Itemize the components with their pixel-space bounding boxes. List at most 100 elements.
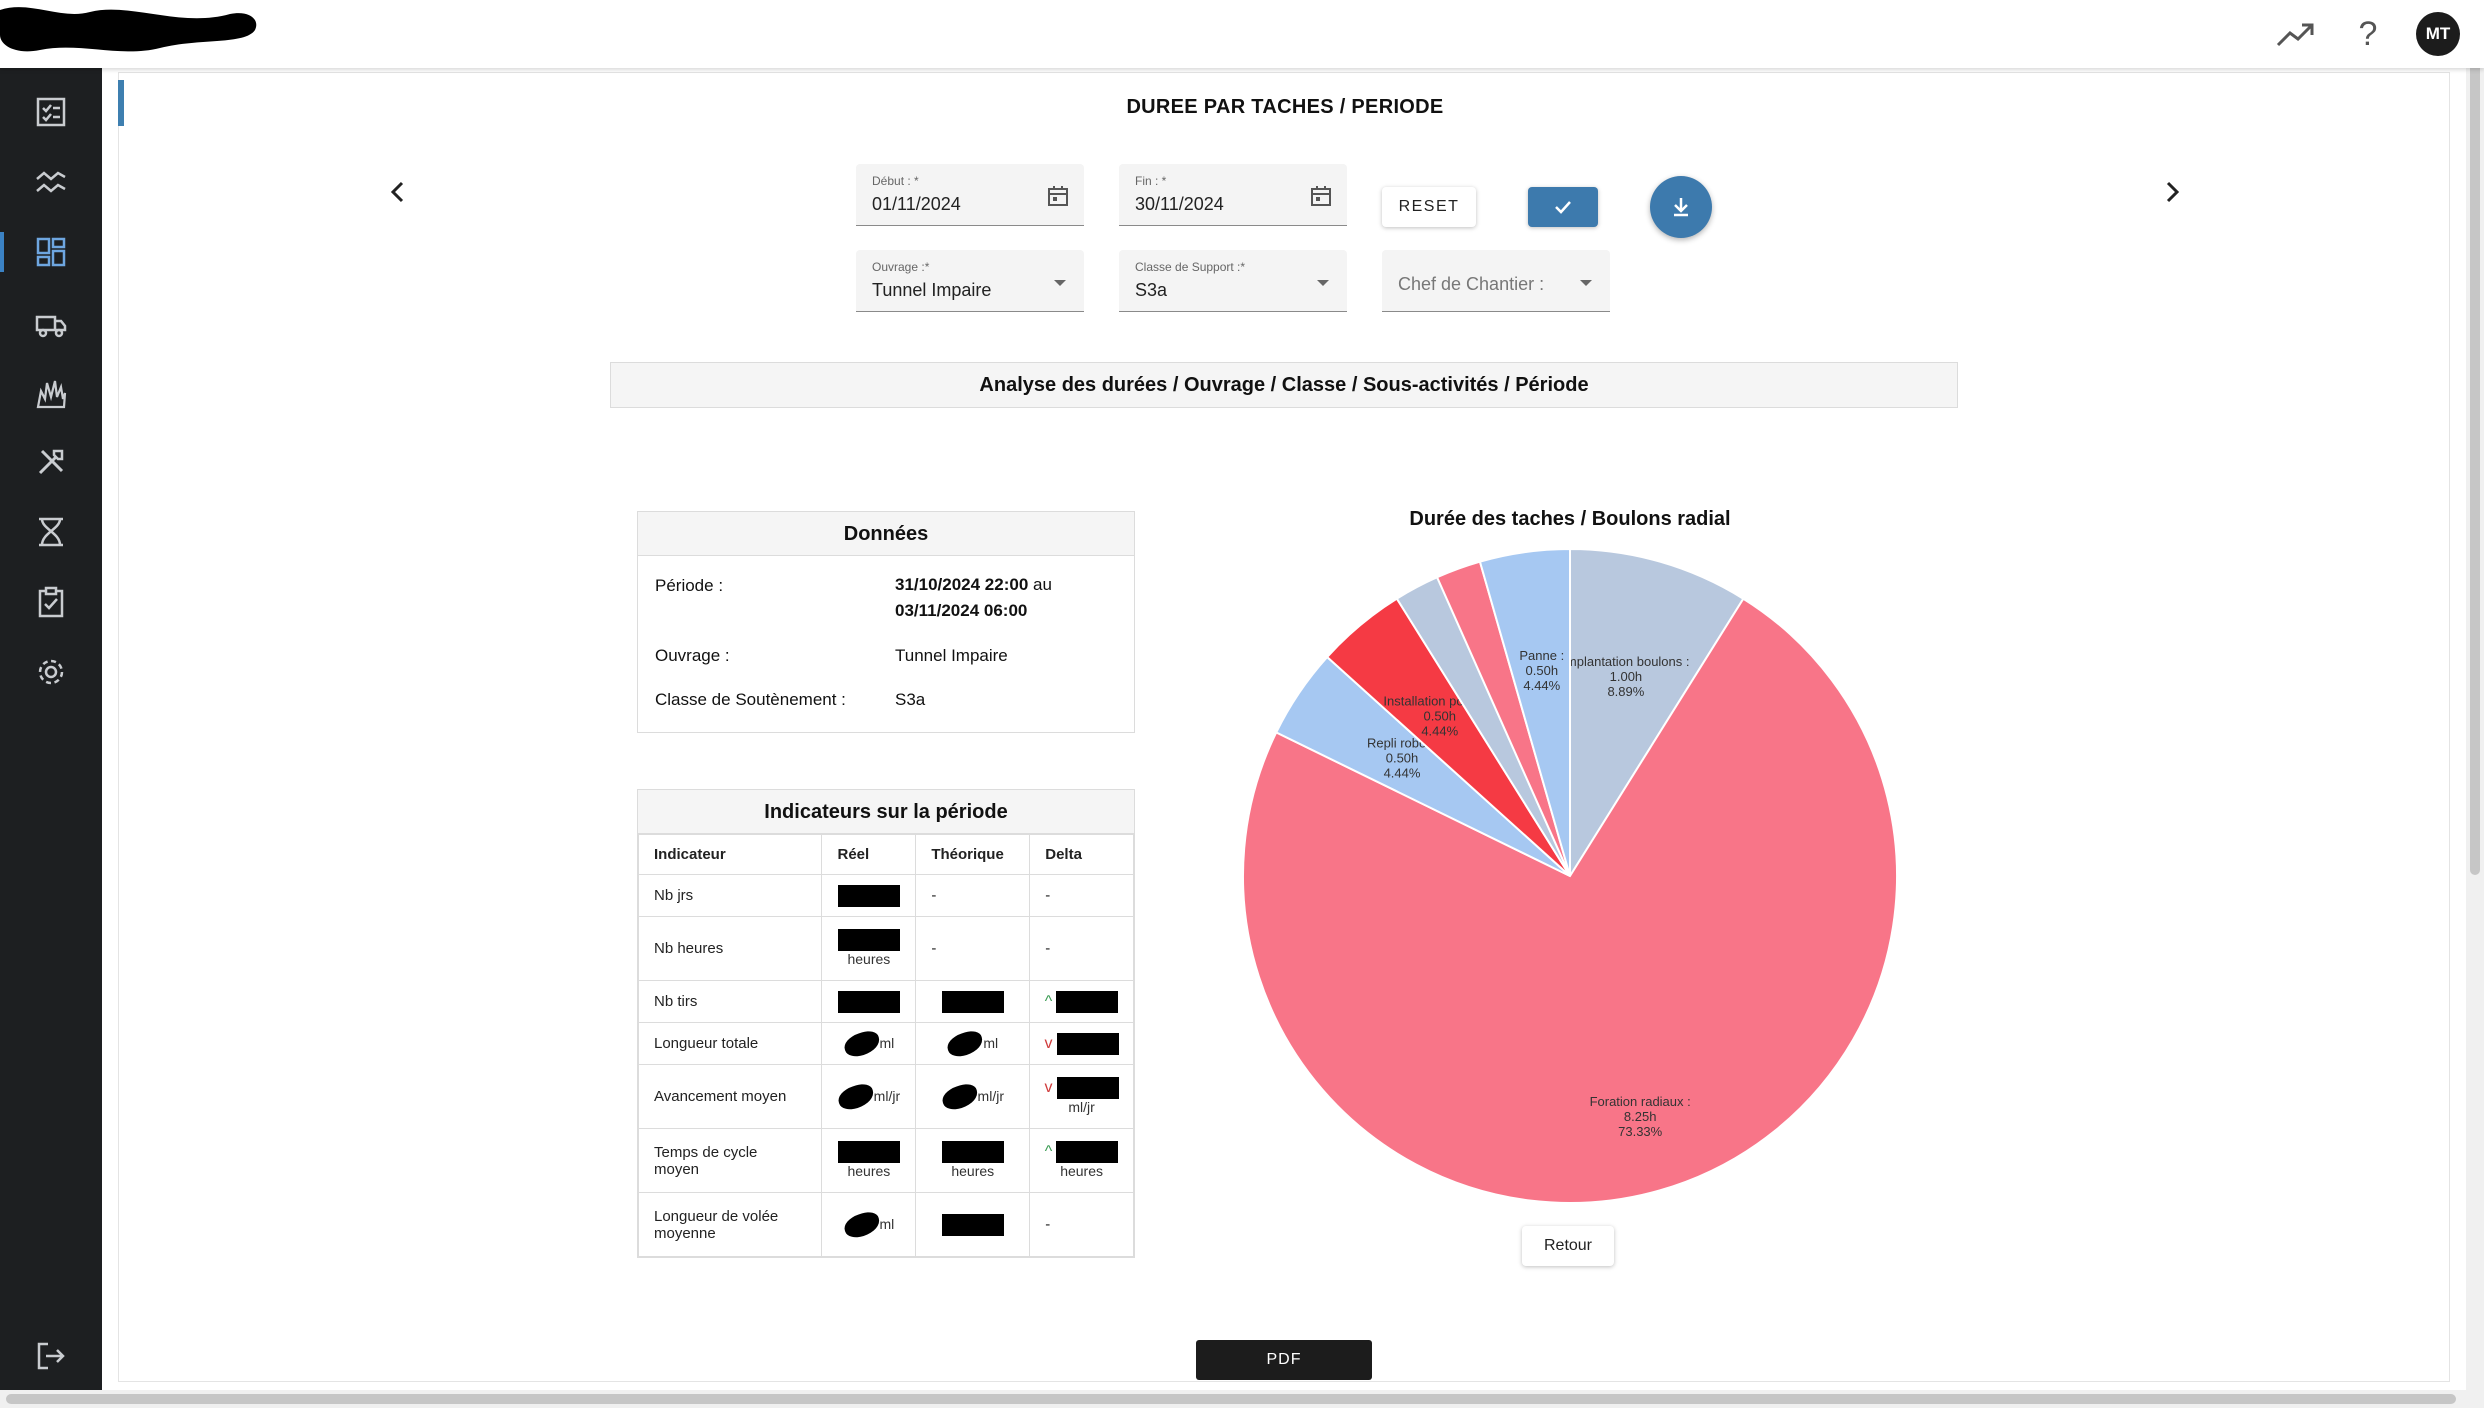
chef-placeholder: Chef de Chantier : xyxy=(1398,274,1545,294)
ouvrage-label: Ouvrage :* xyxy=(872,260,930,274)
reel-cell xyxy=(821,874,917,917)
redacted-value xyxy=(837,929,900,951)
unit-label: heures xyxy=(847,951,891,967)
sidebar-item-machines[interactable] xyxy=(0,296,102,352)
classe-label: Classe de Soutènement : xyxy=(655,690,846,709)
apply-button[interactable] xyxy=(1528,187,1598,227)
panel-accent xyxy=(118,80,124,126)
theo-cell: ml/jr xyxy=(915,1064,1031,1129)
help-icon[interactable]: ? xyxy=(2358,14,2378,53)
pie-slice-label: 4.44% xyxy=(1384,765,1421,780)
periode-au: au xyxy=(1033,575,1052,594)
vertical-scroll-thumb[interactable] xyxy=(2470,20,2480,875)
reset-button[interactable]: RESET xyxy=(1382,187,1476,227)
periode-start: 31/10/2024 22:00 xyxy=(895,575,1029,594)
redacted-value xyxy=(1056,990,1119,1013)
redacted-value xyxy=(837,884,900,907)
ouvrage-value: Tunnel Impaire xyxy=(872,280,992,300)
next-arrow-button[interactable] xyxy=(2152,172,2192,212)
unit-label: ml/jr xyxy=(1068,1099,1095,1115)
sidebar-item-charts[interactable] xyxy=(0,154,102,210)
avatar[interactable]: MT xyxy=(2416,12,2460,56)
ouvrage-select[interactable]: Ouvrage :* Tunnel Impaire xyxy=(856,250,1084,312)
debut-date-field[interactable]: Début : * 01/11/2024 xyxy=(856,164,1084,226)
pdf-button[interactable]: PDF xyxy=(1196,1340,1372,1380)
sidebar-item-tools[interactable] xyxy=(0,434,102,490)
classe-support-select[interactable]: Classe de Support :* S3a xyxy=(1119,250,1347,312)
calendar-icon[interactable] xyxy=(1309,184,1333,208)
unit-label: ml xyxy=(983,1034,999,1051)
sidebar-item-tirs[interactable] xyxy=(0,366,102,422)
trending-up-icon[interactable] xyxy=(2272,10,2320,58)
horizontal-scroll-thumb[interactable] xyxy=(6,1394,2456,1404)
debut-label: Début : * xyxy=(872,174,919,188)
row-label: Nb heures xyxy=(637,916,823,981)
unit-label: ml/jr xyxy=(873,1087,901,1104)
sidebar-item-logout[interactable] xyxy=(0,1328,102,1384)
unit-label: heures xyxy=(1060,1163,1104,1179)
pie-slice-label: 0.50h xyxy=(1526,663,1559,678)
periode-value: 31/10/2024 22:00 au 03/11/2024 06:00 xyxy=(895,572,1052,624)
redacted-value xyxy=(1056,1032,1119,1055)
redacted-value xyxy=(941,990,1004,1013)
ouvrage-label: Ouvrage : xyxy=(655,646,730,665)
chef-chantier-select[interactable]: Chef de Chantier : xyxy=(1382,250,1610,312)
header-indicateur: Indicateur xyxy=(637,834,823,875)
section-title: Analyse des durées / Ouvrage / Classe / … xyxy=(610,362,1958,408)
reel-cell xyxy=(821,980,917,1023)
previous-arrow-button[interactable] xyxy=(378,172,418,212)
reel-cell: ml xyxy=(821,1022,917,1065)
pie-slice-label: 1.00h xyxy=(1610,669,1643,684)
unit-label: ml xyxy=(879,1034,895,1051)
donnees-card: Données Période : 31/10/2024 22:00 au 03… xyxy=(637,511,1135,733)
delta-cell: ^ heures xyxy=(1029,1128,1134,1193)
row-label: Longueur totale xyxy=(637,1022,823,1065)
classe-value: S3a xyxy=(895,690,926,709)
delta-cell: v ml/jr xyxy=(1029,1064,1134,1129)
pie-slice-label: 0.50h xyxy=(1386,750,1419,765)
theo-cell: ml xyxy=(915,1022,1031,1065)
sidebar-item-checklist[interactable] xyxy=(0,84,102,140)
table-row: Temps de cycle moyen heures heures ^ heu… xyxy=(637,1128,1134,1193)
sidebar-item-dashboard[interactable] xyxy=(0,224,102,280)
sidebar-item-tasks[interactable] xyxy=(0,574,102,630)
pie-slice[interactable] xyxy=(1242,597,1898,1204)
calendar-icon[interactable] xyxy=(1046,184,1070,208)
table-row: Avancement moyen ml/jr ml/jr v ml/jr xyxy=(637,1064,1134,1129)
fin-date-field[interactable]: Fin : * 30/11/2024 xyxy=(1119,164,1347,226)
redacted-value xyxy=(1056,1141,1119,1163)
sidebar xyxy=(0,68,102,1408)
classe-value: S3a xyxy=(1135,280,1168,300)
delta-cell: - xyxy=(1029,1192,1134,1257)
debut-value: 01/11/2024 xyxy=(872,194,961,214)
unit-label: heures xyxy=(847,1163,891,1179)
pie-slice[interactable] xyxy=(1569,547,1745,880)
pie-slice[interactable] xyxy=(1478,547,1571,877)
periode-label: Période : xyxy=(655,576,724,595)
pie-slice-label: Panne : xyxy=(1519,648,1564,663)
sidebar-item-durations[interactable] xyxy=(0,504,102,560)
page-title: DUREE PAR TACHES / PERIODE xyxy=(1126,96,1444,118)
pie-slice-label: 4.44% xyxy=(1421,724,1458,739)
top-bar: ? MT xyxy=(0,0,2484,68)
unit-label: ml xyxy=(879,1215,895,1232)
pie-slice-label: 4.44% xyxy=(1523,678,1560,693)
table-row: Nb heures heures - - xyxy=(637,916,1134,981)
periode-end: 03/11/2024 06:00 xyxy=(895,601,1028,620)
redacted-value xyxy=(944,1027,986,1060)
download-icon xyxy=(1674,198,1688,217)
ouvrage-value: Tunnel Impaire xyxy=(895,646,1008,665)
row-label: Avancement moyen xyxy=(637,1064,823,1129)
classe-label: Classe de Support :* xyxy=(1135,260,1246,274)
reel-cell: heures xyxy=(821,1128,917,1193)
sidebar-item-settings[interactable] xyxy=(0,644,102,700)
indicateurs-table: Indicateur Réel Théorique Delta Nb jrs -… xyxy=(637,834,1134,1257)
download-button[interactable] xyxy=(1650,176,1712,238)
chevron-down-icon xyxy=(1054,280,1066,286)
redacted-value xyxy=(840,1027,883,1060)
redacted-value xyxy=(939,1080,981,1113)
reel-cell: heures xyxy=(821,916,917,981)
redacted-value xyxy=(837,990,900,1013)
retour-button[interactable]: Retour xyxy=(1522,1226,1614,1266)
indicateurs-title: Indicateurs sur la période xyxy=(638,790,1134,834)
